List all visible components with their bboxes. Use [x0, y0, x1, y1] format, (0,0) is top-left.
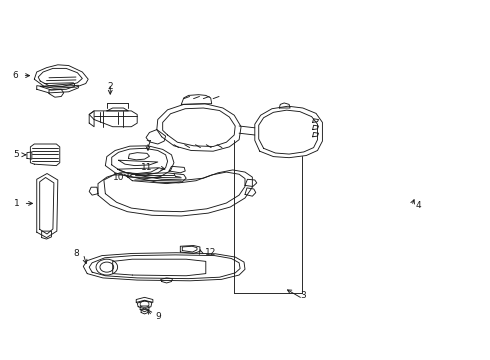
Text: 3: 3	[300, 292, 306, 300]
Text: 4: 4	[416, 202, 421, 210]
Text: 1: 1	[14, 199, 20, 208]
Text: 6: 6	[13, 71, 19, 80]
Text: 9: 9	[156, 311, 162, 320]
Text: 5: 5	[13, 150, 19, 159]
Text: 2: 2	[107, 82, 113, 91]
Text: 11: 11	[142, 163, 153, 172]
Text: 10: 10	[113, 173, 124, 181]
Text: 8: 8	[74, 249, 79, 258]
Text: 7: 7	[145, 140, 151, 149]
Text: 12: 12	[205, 248, 216, 257]
